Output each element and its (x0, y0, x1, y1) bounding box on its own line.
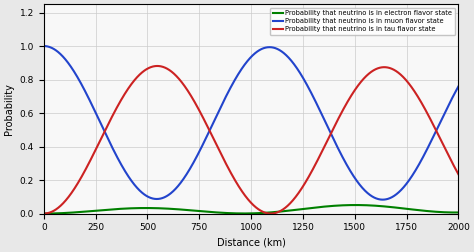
Probability that neutrino is in tau flavor state (88, 157, 94, 160)
Probability that neutrino is in electron flavor state (403, 207, 409, 210)
Probability that neutrino is in tau flavor state (200, 116, 206, 119)
Probability that neutrino is in muon flavor state (403, 183, 409, 186)
Probability that neutrino is in muon flavor state (113, 153, 118, 156)
Probability that neutrino is in muon flavor state (218, 106, 224, 109)
Probability that neutrino is in tau flavor state (218, 152, 224, 155)
Y-axis label: Probability: Probability (4, 83, 14, 135)
Line: Probability that neutrino is in tau flavor state: Probability that neutrino is in tau flav… (44, 66, 458, 213)
X-axis label: Distance (km): Distance (km) (217, 238, 285, 248)
Legend: Probability that neutrino is in electron flavor state, Probability that neutrino: Probability that neutrino is in electron… (270, 8, 455, 35)
Probability that neutrino is in muon flavor state (447, 100, 453, 103)
Probability that neutrino is in tau flavor state (113, 108, 118, 111)
Probability that neutrino is in tau flavor state (456, 173, 461, 176)
Probability that neutrino is in electron flavor state (353, 204, 358, 207)
Probability that neutrino is in electron flavor state (447, 211, 453, 214)
Probability that neutrino is in muon flavor state (200, 143, 206, 146)
Probability that neutrino is in tau flavor state (41, 212, 46, 215)
Probability that neutrino is in electron flavor state (113, 208, 118, 211)
Probability that neutrino is in tau flavor state (155, 65, 160, 68)
Probability that neutrino is in electron flavor state (456, 211, 461, 214)
Probability that neutrino is in electron flavor state (200, 210, 206, 213)
Probability that neutrino is in muon flavor state (88, 102, 94, 105)
Probability that neutrino is in tau flavor state (403, 78, 409, 81)
Line: Probability that neutrino is in muon flavor state: Probability that neutrino is in muon fla… (44, 46, 458, 200)
Line: Probability that neutrino is in electron flavor state: Probability that neutrino is in electron… (44, 205, 458, 213)
Probability that neutrino is in muon flavor state (41, 45, 46, 48)
Probability that neutrino is in muon flavor state (456, 85, 461, 88)
Probability that neutrino is in tau flavor state (447, 158, 453, 161)
Probability that neutrino is in muon flavor state (380, 198, 385, 201)
Probability that neutrino is in electron flavor state (88, 210, 94, 213)
Probability that neutrino is in electron flavor state (218, 211, 224, 214)
Probability that neutrino is in electron flavor state (41, 212, 46, 215)
